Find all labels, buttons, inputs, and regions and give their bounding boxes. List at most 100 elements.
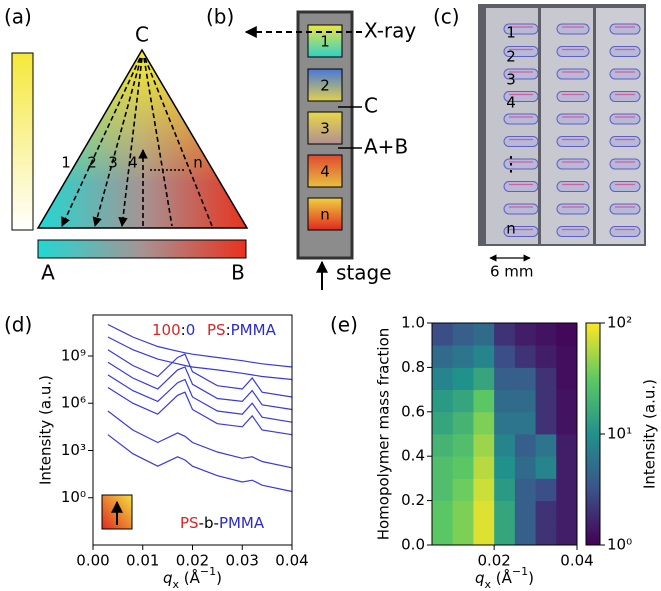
vertex-label: A (41, 261, 55, 285)
y-axis-label: Intensity (a.u.) (37, 375, 55, 485)
heatmap-cell (494, 323, 516, 346)
sample-spot (609, 68, 641, 80)
heatmap-cell (535, 500, 557, 524)
heatmap-cell (535, 389, 557, 413)
annotation-part: 0 (186, 321, 196, 339)
sample-spot (556, 68, 590, 80)
heatmap-cell (452, 323, 474, 346)
heatmap-cell (514, 456, 536, 479)
heatmap-cell (432, 478, 454, 501)
y-tick-label: 10⁶ (61, 394, 86, 412)
annotation-part: PMMA (219, 514, 265, 532)
cell (307, 197, 343, 231)
x-axis-label-part: −1 (512, 565, 528, 578)
row-label: n (506, 220, 516, 238)
colorbar (585, 322, 601, 546)
annotation-part: PS (207, 321, 226, 339)
sample-spot (609, 226, 641, 237)
x-axis-label-part: −1 (200, 565, 216, 578)
heatmap-cell (535, 478, 557, 501)
panel-a: (a) C A B 1 2 3 4 n (4, 5, 249, 285)
y-tick-label: 0.6 (401, 402, 425, 420)
heatmap-cell (556, 367, 578, 390)
panel-d: (d) 0.00 0.01 0.02 0.03 0.04 10⁰ 10³ 10⁶ 10⁹ Inten… (4, 313, 309, 591)
heatmap-cell (473, 345, 495, 368)
heatmap-cell (535, 323, 557, 346)
heatmap-cell (556, 345, 578, 368)
intensity-curve (107, 336, 293, 381)
colorbar-label: Intensity (a.u.) (641, 379, 659, 489)
cell (307, 111, 343, 145)
heatmap-cell (452, 522, 474, 546)
y-tick-label: 0.2 (401, 491, 425, 509)
intensity-curve (107, 434, 293, 493)
x-tick-label: 0.02 (477, 552, 510, 570)
annotation-part: : (226, 321, 231, 339)
sample-spot (609, 181, 641, 192)
plot-frame (431, 322, 578, 546)
sample-spot (556, 226, 590, 237)
panel-label: (c) (433, 5, 460, 29)
annotation-part: : (181, 321, 186, 339)
sample-spot (609, 23, 641, 35)
x-axis-label-part: ) (528, 569, 534, 587)
annotation-part: PMMA (231, 321, 277, 339)
cell (307, 68, 343, 102)
heatmap-cell (556, 411, 578, 435)
stage-label: stage (336, 261, 392, 285)
beam-label: X-ray (364, 19, 416, 43)
sample-spot (556, 46, 590, 57)
y-axis-label: Homopolymer mass fraction (375, 328, 393, 541)
intensity-curve (107, 349, 293, 398)
colorbar-tick-label: 10² (607, 314, 632, 332)
heatmap-cell (494, 411, 516, 435)
sample-spot (503, 181, 539, 192)
heatmap-cell (432, 411, 454, 435)
heatmap-cell (452, 500, 474, 524)
heatmap-cell (514, 411, 536, 435)
row-label: 3 (506, 71, 516, 89)
heatmap-cell (473, 323, 495, 346)
annotation: PS-b-PMMA (180, 514, 265, 532)
x-axis-label-part: x (485, 578, 492, 591)
cell (307, 154, 343, 188)
heatmap-cell (514, 345, 536, 368)
row-label: 4 (506, 94, 516, 112)
heatmap-cell (494, 389, 516, 413)
heatmap-cell (473, 367, 495, 390)
x-axis-label-part: (Å (179, 568, 201, 587)
sample-spot (503, 136, 539, 147)
heatmap-cell (473, 389, 495, 413)
callout-label: A+B (364, 135, 408, 159)
cell-label: 3 (320, 120, 330, 138)
sample-spot (503, 113, 539, 125)
sample-spot (609, 158, 641, 170)
heatmap-cell (432, 456, 454, 479)
heatmap-cell (494, 456, 516, 479)
gradient-bar (11, 52, 34, 231)
annotation-part: -b- (199, 514, 219, 532)
heatmap-cell (473, 434, 495, 457)
x-tick-label: 0.01 (126, 552, 159, 570)
vertex-label: B (231, 261, 245, 285)
panel-label: (b) (206, 5, 234, 29)
x-axis-label-part: q (475, 569, 485, 587)
x-axis-label-part: (Å (491, 568, 513, 587)
x-tick-label: 0.03 (226, 552, 259, 570)
cell-label: n (320, 206, 330, 224)
heatmap-cell (452, 434, 474, 457)
panel-c-labels: 1 2 3 4 ⋮ n 6 mm (489, 24, 534, 281)
heatmap-cell (432, 323, 454, 346)
heatmap-cell (432, 500, 454, 524)
heatmap-cell (535, 434, 557, 457)
intensity-curve (107, 323, 293, 368)
intensity-curve (107, 386, 293, 436)
sample-spot (556, 91, 590, 102)
colorbar-tick-label: 10⁰ (607, 536, 632, 554)
path-label: 4 (128, 154, 138, 172)
scale-label: 6 mm (490, 263, 534, 281)
x-axis-label-part: q (163, 569, 173, 587)
heatmap-cell (432, 389, 454, 413)
panel-b: (b) 1 2 3 4 n X-ray C A+B stage (206, 5, 416, 290)
